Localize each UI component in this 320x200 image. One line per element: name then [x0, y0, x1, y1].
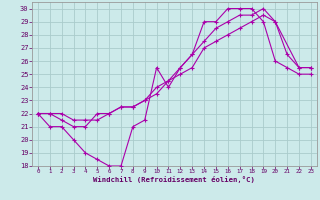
X-axis label: Windchill (Refroidissement éolien,°C): Windchill (Refroidissement éolien,°C) [93, 176, 255, 183]
